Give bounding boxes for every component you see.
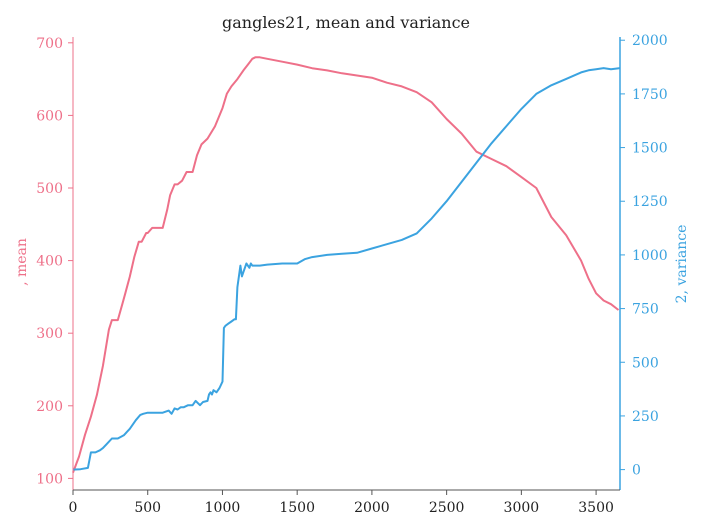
- right-tick-label: 1250: [632, 194, 668, 210]
- left-tick-label: 100: [36, 471, 63, 487]
- variance-series-line: [72, 67, 621, 471]
- x-tick-label: 2000: [354, 500, 390, 516]
- left-tick-label: 500: [36, 181, 63, 197]
- right-tick-label: 0: [632, 463, 641, 479]
- chart-title: gangles21, mean and variance: [222, 13, 470, 32]
- x-tick-label: 1000: [205, 500, 241, 516]
- x-tick-label: 500: [134, 500, 161, 516]
- plot-area: 0 500 1000 1500 2000 2500 3000 3500100200300400…: [36, 33, 667, 516]
- right-tick-label: 750: [632, 302, 659, 318]
- left-tick-label: 200: [36, 399, 63, 415]
- right-tick-label: 1000: [632, 248, 668, 264]
- x-tick-label: 2500: [429, 500, 465, 516]
- right-tick-label: 1750: [632, 87, 668, 103]
- x-tick-label: 3000: [504, 500, 540, 516]
- mean-series-line: [72, 56, 620, 473]
- x-tick-label: 3500: [578, 500, 614, 516]
- right-axis-label: 2, variance: [674, 225, 690, 304]
- right-tick-label: 2000: [632, 33, 668, 49]
- left-tick-label: 300: [36, 326, 63, 342]
- x-tick-label: 0: [69, 500, 78, 516]
- left-tick-label: 700: [36, 36, 63, 52]
- left-tick-label: 600: [36, 108, 63, 124]
- right-tick-label: 250: [632, 409, 659, 425]
- right-tick-label: 500: [632, 355, 659, 371]
- x-tick-label: 1500: [279, 500, 315, 516]
- left-tick-label: 400: [36, 254, 63, 270]
- left-axis-label: , mean: [14, 238, 30, 286]
- right-tick-label: 1500: [632, 141, 668, 157]
